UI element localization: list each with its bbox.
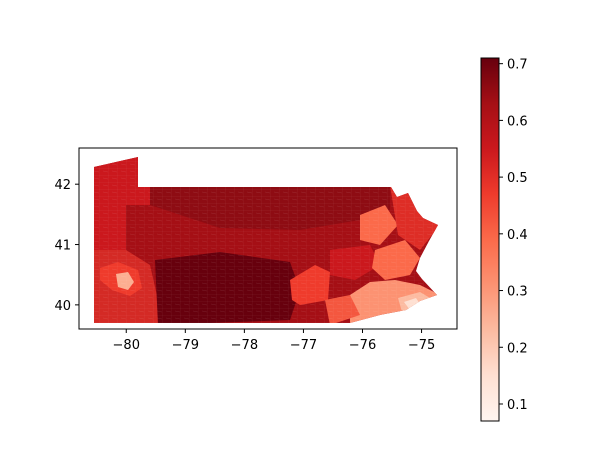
x-axis: −80 −79 −78 −77 −76 −75: [113, 329, 435, 353]
colorbar-gradient: [480, 57, 500, 422]
colorbar: 0.1 0.2 0.3 0.4 0.5 0.6 0.7: [480, 57, 528, 422]
x-tick-label: −76: [349, 338, 376, 353]
y-tick-label: 41: [54, 239, 71, 254]
colorbar-tick-label: 0.2: [507, 341, 528, 356]
y-tick-label: 40: [54, 299, 71, 314]
y-tick-label: 42: [54, 178, 71, 193]
colorbar-ticks: 0.1 0.2 0.3 0.4 0.5 0.6 0.7: [499, 58, 528, 413]
x-tick-label: −79: [172, 338, 199, 353]
x-tick-label: −77: [290, 338, 317, 353]
colorbar-tick-label: 0.7: [507, 58, 528, 73]
colorbar-tick-label: 0.4: [507, 228, 528, 243]
x-tick-label: −80: [113, 338, 140, 353]
colorbar-tick-label: 0.3: [507, 285, 528, 300]
x-tick-label: −78: [231, 338, 258, 353]
colorbar-tick-label: 0.6: [507, 114, 528, 129]
colorbar-tick-label: 0.5: [507, 171, 528, 186]
colorbar-tick-label: 0.1: [507, 398, 528, 413]
y-axis: 40 41 42: [54, 178, 79, 314]
x-tick-label: −75: [408, 338, 435, 353]
